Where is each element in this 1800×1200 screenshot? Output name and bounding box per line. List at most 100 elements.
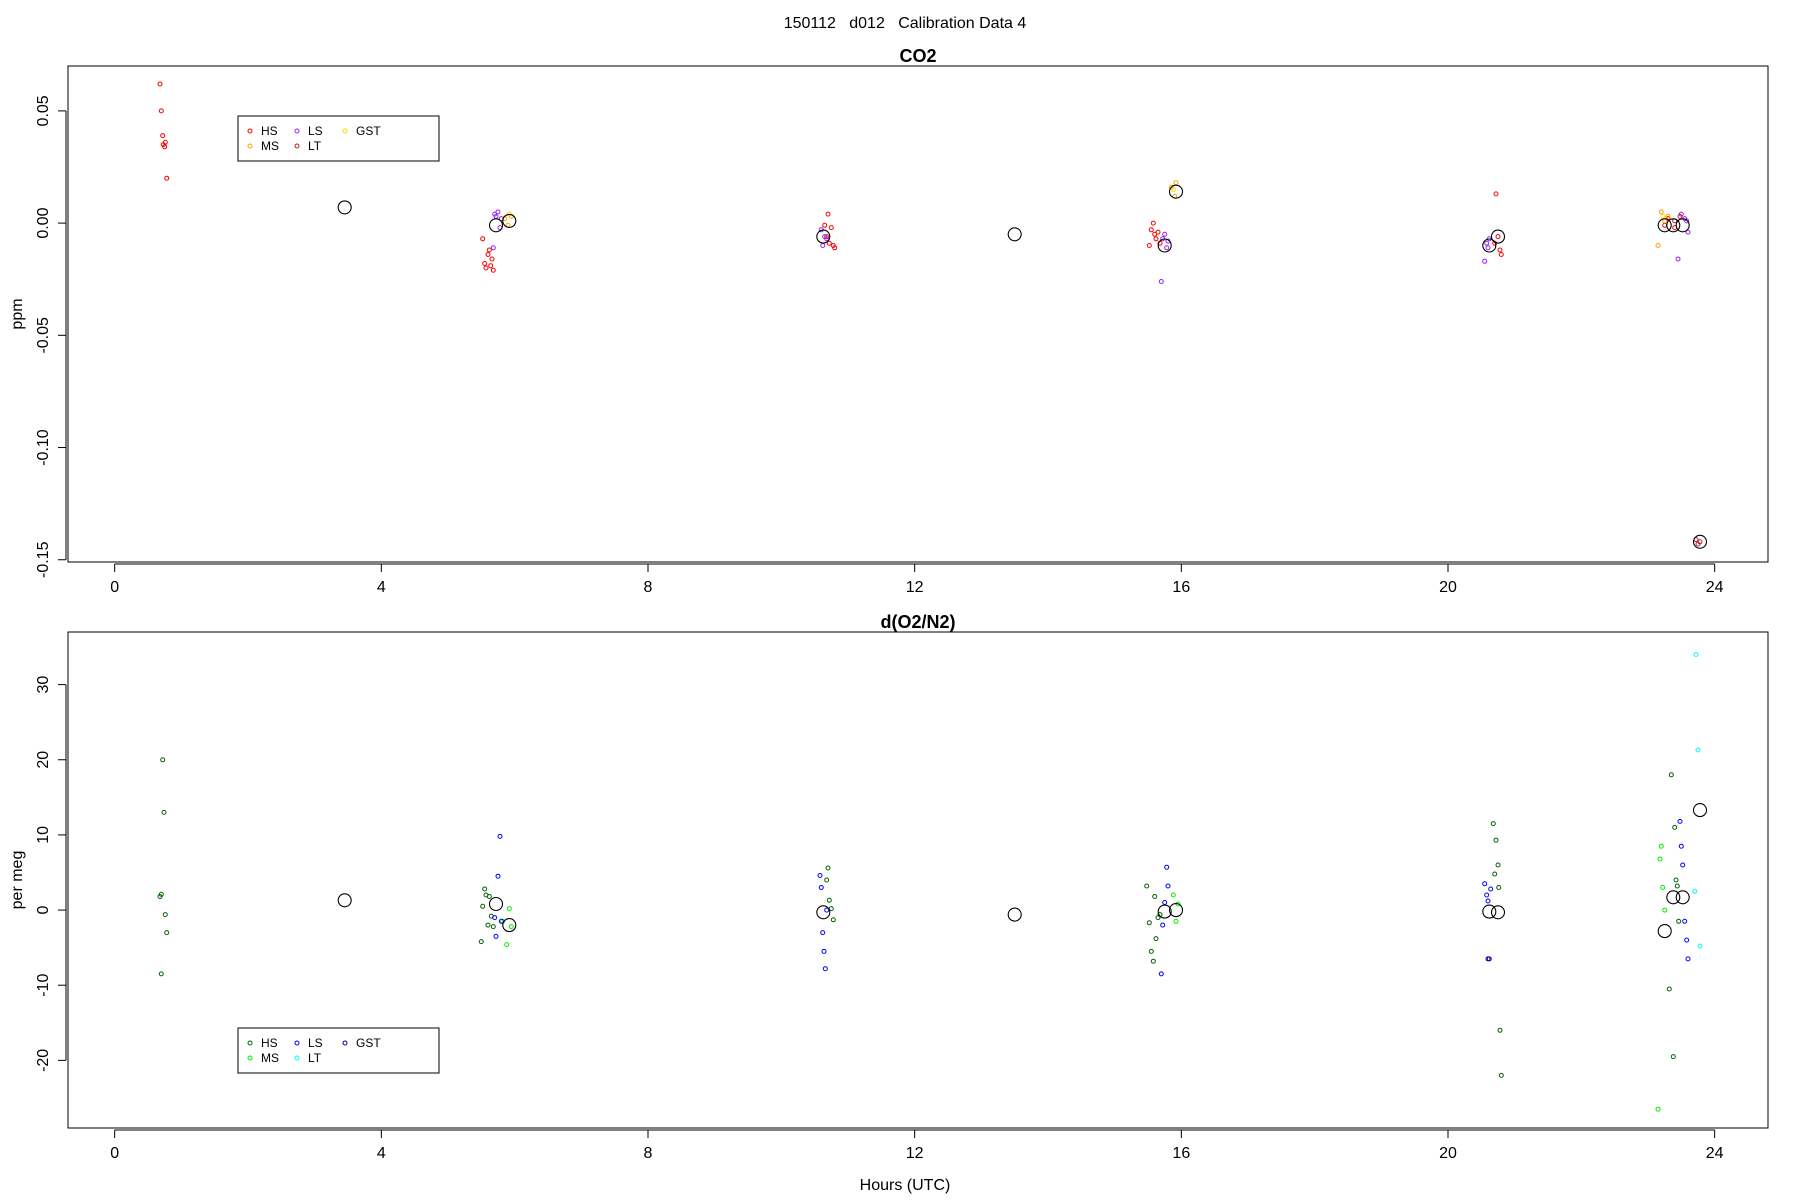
figure-title: 150112 d012 Calibration Data 4 [784,15,1027,32]
o2n2-legend-marker [342,1040,348,1046]
co2-legend-marker [342,128,348,134]
o2n2-point-mean [1675,890,1690,905]
co2-point-hs [162,144,168,150]
o2n2-point-mean [488,896,504,912]
co2-legend-marker [247,128,253,134]
o2n2-point-ls [1678,843,1684,849]
co2-point-lt [1697,539,1703,545]
o2n2-point-ms [1173,918,1179,924]
co2-point-hs [162,139,168,145]
co2-point-mean [1666,218,1681,233]
o2n2-point-ls [822,966,828,972]
o2n2-point-hs [1152,894,1158,899]
o2n2-plot-frame [67,631,1769,1129]
o2n2-panel: d(O2/N2) per meg Hours (UTC) 0 4 8 12 16 20 24… [9,612,1769,1194]
co2-legend-label: HS [261,124,278,138]
o2n2-points [157,652,1708,1112]
o2n2-legend-label: GST [356,1036,381,1050]
o2n2-legend-label: LS [308,1036,323,1050]
o2n2-point-hs [158,971,164,977]
co2-legend-marker [294,143,300,149]
o2n2-ylabel: per meg [9,851,26,910]
o2n2-point-hs [1153,936,1159,942]
co2-point-hs [480,236,486,242]
o2n2-point-hs [1498,1072,1504,1078]
co2-point-mean [1007,227,1022,242]
co2-point-hs [490,267,496,273]
o2n2-point-ls [820,930,826,936]
co2-point-hs [1497,247,1503,253]
o2n2-point-lt [1697,943,1703,949]
co2-point-ls [1162,231,1168,237]
o2n2-point-hs [1673,877,1679,883]
o2n2-point-ls [1485,898,1491,904]
o2n2-legend-marker [247,1040,253,1046]
co2-x-axis: 0 4 8 12 16 20 24 [110,563,1724,596]
o2n2-point-ms [504,942,510,948]
o2n2-point-ms [1657,856,1663,862]
co2-point-gst [1170,186,1176,192]
o2n2-point-mean [1666,890,1681,905]
co2-point-hs [822,222,828,228]
co2-point-hs [1498,252,1504,257]
o2n2-point-hs [1674,883,1680,889]
co2-y-tick-label: -0.10 [35,429,52,466]
o2n2-point-hs [1150,958,1156,964]
o2n2-point-hs [1668,772,1674,778]
co2-point-hs [1493,191,1499,197]
o2n2-point-ls [1484,892,1490,898]
co2-point-hs [485,252,491,257]
o2n2-x-tick-label: 16 [1172,1145,1190,1162]
co2-point-ls [1685,229,1691,235]
o2n2-point-hs [1495,862,1501,868]
o2n2-y-tick-label: 10 [35,826,52,844]
o2n2-point-mean [1692,803,1708,818]
co2-y-tick-label: 0.00 [35,207,52,238]
o2n2-point-hs [825,865,831,871]
co2-point-ls [1484,240,1490,246]
co2-x-tick-label: 0 [110,579,119,596]
co2-legend-marker [294,128,300,134]
o2n2-point-ls [492,915,498,921]
co2-x-tick-label: 16 [1172,579,1190,596]
co2-point-hs [1148,227,1154,233]
co2-point-hs [158,108,164,114]
co2-point-ms [1655,243,1661,248]
co2-x-tick-label: 4 [377,579,386,596]
o2n2-point-mean [1007,907,1022,922]
co2-point-ls [490,245,496,251]
o2n2-point-ls [1488,886,1494,892]
co2-y-tick-label: -0.05 [35,317,52,354]
co2-points [157,81,1708,549]
o2n2-point-hs [486,894,492,899]
co2-title: CO2 [899,46,936,66]
o2n2-legend-marker [247,1055,253,1061]
co2-point-mean [337,200,352,215]
o2n2-legend-label: LT [308,1051,322,1065]
o2n2-point-hs [1146,920,1152,926]
co2-point-mean [1168,184,1184,199]
o2n2-point-ms [1660,885,1666,890]
o2n2-point-ls [1684,937,1690,943]
o2n2-point-hs [162,912,168,918]
o2n2-x-axis: 0 4 8 12 16 20 24 [110,1129,1724,1162]
co2-y-tick-label: 0.05 [35,95,52,126]
o2n2-point-mean [1168,903,1184,918]
o2n2-point-ls [824,907,830,913]
o2n2-point-ls [821,948,827,954]
co2-point-hs [1146,243,1152,248]
co2-point-hs [1153,236,1159,242]
o2n2-point-ms [508,924,514,930]
co2-panel: CO2 ppm 0 4 8 12 16 20 24 -0.15 -0.10 -0.05 0.00 0… [9,46,1769,596]
o2n2-point-hs [485,922,491,928]
o2n2-point-ls [818,885,824,890]
o2n2-y-axis: -20 -10 0 10 20 30 [35,676,67,1072]
o2n2-title: d(O2/N2) [880,612,955,632]
co2-point-ms [1658,209,1664,215]
co2-point-mean [1490,229,1506,244]
o2n2-point-hs [480,903,486,909]
o2n2-point-hs [1490,821,1496,827]
o2n2-point-ms [1658,843,1664,849]
o2n2-point-mean [816,905,831,920]
